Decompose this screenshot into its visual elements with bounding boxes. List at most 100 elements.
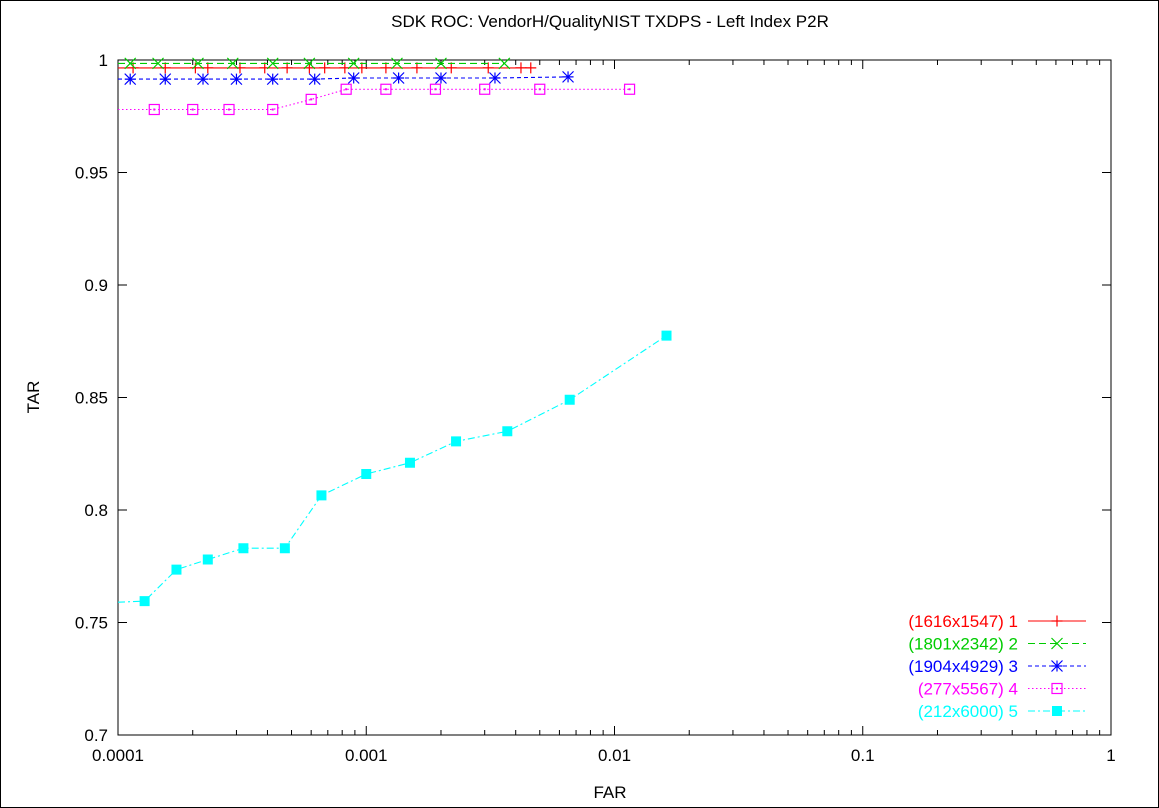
x-marker (192, 57, 204, 70)
legend-label: (1616x1547) 1 (908, 612, 1018, 631)
y-tick-label: 0.75 (75, 614, 108, 633)
series-line (117, 335, 667, 603)
filled-square-marker (502, 426, 513, 437)
series-3 (118, 70, 574, 86)
series-layer (117, 57, 672, 607)
x-tick-label: 0.0001 (92, 746, 144, 765)
open-square-marker-center (191, 108, 194, 111)
x-marker (347, 57, 360, 70)
plus-marker (515, 62, 527, 74)
filled-square-marker (1052, 706, 1062, 716)
star-marker (230, 73, 243, 86)
filled-square-marker (564, 394, 575, 405)
open-square-marker-center (153, 108, 156, 111)
open-square-marker (479, 83, 491, 95)
open-square-marker (1051, 682, 1063, 695)
plus-marker (482, 62, 494, 74)
plus-marker (159, 62, 171, 74)
series-line (118, 76, 569, 80)
legend-label: (212x6000) 5 (918, 702, 1018, 721)
star-marker (124, 73, 137, 86)
open-square-marker (623, 83, 636, 95)
x-marker (303, 57, 316, 70)
series-4 (118, 83, 636, 116)
plus-marker (234, 62, 246, 74)
open-square-marker (223, 103, 235, 116)
open-square-marker (534, 83, 546, 95)
chart-title: SDK ROC: VendorH/QualityNIST TXDPS - Lef… (391, 12, 829, 31)
open-square-marker-center (538, 88, 541, 91)
x-tick-label: 0.01 (598, 746, 631, 765)
open-square-marker-center (1056, 687, 1058, 690)
series-5 (117, 330, 672, 607)
star-marker (1051, 660, 1063, 672)
filled-square-marker (361, 469, 372, 479)
y-tick-label: 0.8 (84, 501, 108, 520)
filled-square-marker (139, 596, 150, 607)
y-tick-label: 0.85 (75, 389, 108, 408)
open-square-marker-center (345, 88, 348, 91)
open-square-marker (148, 103, 160, 116)
open-square-marker (305, 93, 317, 105)
x-marker (124, 57, 137, 70)
star-marker (489, 72, 501, 84)
star-marker (562, 70, 574, 83)
open-square-marker (429, 83, 442, 95)
x-tick-labels: 0.0001 0.001 0.01 0.1 1 (92, 746, 1116, 765)
filled-square-marker (202, 554, 213, 565)
star-marker (347, 72, 360, 84)
open-square-marker-center (628, 88, 631, 91)
plus-marker (445, 62, 457, 74)
plus-marker (202, 62, 214, 74)
open-square-marker-center (434, 88, 437, 91)
open-square-marker-center (483, 88, 486, 91)
y-tick-label: 1 (99, 51, 108, 70)
x-tick-label: 1 (1106, 746, 1115, 765)
y-tick-label: 0.95 (75, 164, 108, 183)
open-square-marker (340, 83, 352, 95)
plus-marker (1051, 615, 1063, 627)
x-marker (266, 57, 279, 70)
series-1 (118, 62, 537, 74)
plus-marker (525, 62, 537, 74)
filled-square-marker (451, 436, 462, 447)
x-tick-label: 0.001 (345, 746, 388, 765)
open-square-marker (380, 83, 392, 95)
open-square-marker-center (310, 98, 313, 101)
open-square-marker-center (228, 108, 231, 111)
filled-square-marker (279, 543, 290, 554)
star-marker (308, 73, 321, 86)
x-marker (226, 57, 239, 70)
legend-label: (1904x4929) 3 (908, 657, 1018, 676)
x-marker (435, 57, 447, 70)
plus-marker (411, 62, 423, 74)
filled-square-marker (171, 564, 182, 575)
star-marker (159, 73, 172, 86)
y-axis-label: TAR (24, 381, 43, 414)
plus-marker (189, 62, 201, 74)
y-tick-label: 0.9 (84, 276, 108, 295)
x-marker (498, 57, 511, 70)
axis-ticks (117, 59, 1112, 736)
star-marker (435, 72, 447, 84)
filled-square-marker (238, 543, 249, 554)
series-2 (118, 57, 511, 70)
x-tick-label: 0.1 (851, 746, 875, 765)
open-square-marker-center (384, 88, 387, 91)
filled-square-marker (661, 330, 672, 341)
x-marker (391, 57, 403, 70)
x-marker (152, 57, 164, 70)
series-line (118, 88, 630, 111)
star-marker (197, 73, 209, 86)
open-square-marker-center (271, 108, 274, 111)
legend-label: (1801x2342) 2 (908, 635, 1018, 654)
x-axis-label: FAR (593, 783, 626, 802)
filled-square-marker (316, 490, 327, 501)
plus-marker (319, 62, 331, 74)
plus-marker (281, 62, 293, 74)
filled-square-marker (404, 457, 415, 468)
star-marker (266, 73, 279, 86)
x-marker (1051, 637, 1063, 650)
